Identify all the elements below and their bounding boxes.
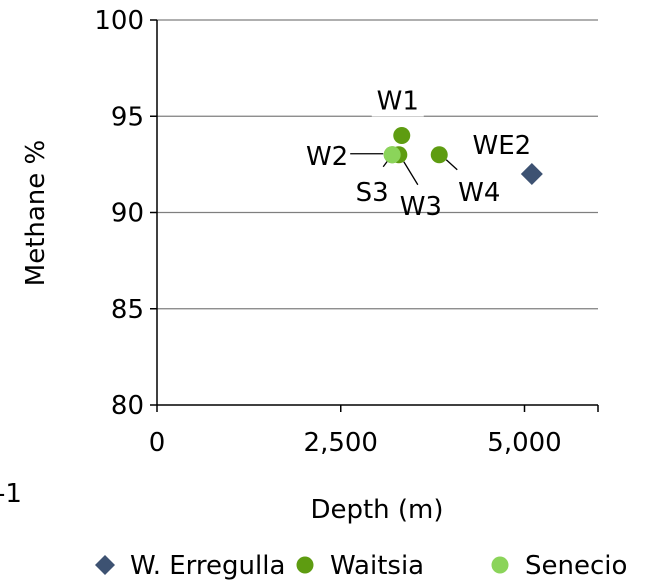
leader-W4: [445, 159, 458, 171]
point-label-W3: W3: [400, 192, 442, 222]
legend-label-2: Senecio: [525, 551, 627, 581]
point-WE2: [520, 163, 543, 185]
label-background-W1: [371, 86, 424, 117]
point-label-S3: S3: [356, 178, 389, 208]
x-axis-title: Depth (m): [310, 495, 443, 525]
legend-marker-2: [491, 556, 509, 574]
point-label-W4: W4: [458, 178, 500, 208]
x-tick-label: 0: [149, 428, 166, 458]
legend-marker-1: [296, 556, 314, 574]
y-tick-label: 100: [94, 6, 144, 36]
x-tick-label: 5,000: [487, 428, 561, 458]
y-axis-title: Methane %: [21, 140, 51, 286]
point-W4: [430, 146, 448, 164]
legend-label-0: W. Erregulla: [130, 551, 285, 581]
margin-fragment-text: -1: [0, 479, 22, 509]
point-W1: [393, 127, 411, 144]
x-tick-labels: 0 2,500 5,000: [149, 428, 562, 458]
legend-marker-0: [95, 555, 115, 575]
point-label-W1: W1: [377, 87, 419, 117]
y-tick-label: 85: [111, 295, 144, 325]
point-label-WE2: WE2: [473, 131, 532, 161]
x-tick-label: 2,500: [304, 428, 378, 458]
legend: W. Erregulla Waitsia Senecio: [95, 551, 627, 581]
leader-W3: [403, 161, 419, 186]
y-tick-label: 95: [111, 102, 144, 132]
y-tick-labels: 80 85 90 95 100: [94, 6, 144, 421]
legend-label-1: Waitsia: [330, 551, 424, 581]
data-points: [383, 127, 543, 185]
point-labels: WE2 W1 W2 W3 W4 S3: [306, 86, 532, 222]
y-tick-label: 80: [111, 391, 144, 421]
point-S3: [383, 146, 401, 164]
y-tick-label: 90: [111, 199, 144, 229]
axes: [150, 19, 599, 412]
point-label-W2: W2: [306, 142, 348, 172]
